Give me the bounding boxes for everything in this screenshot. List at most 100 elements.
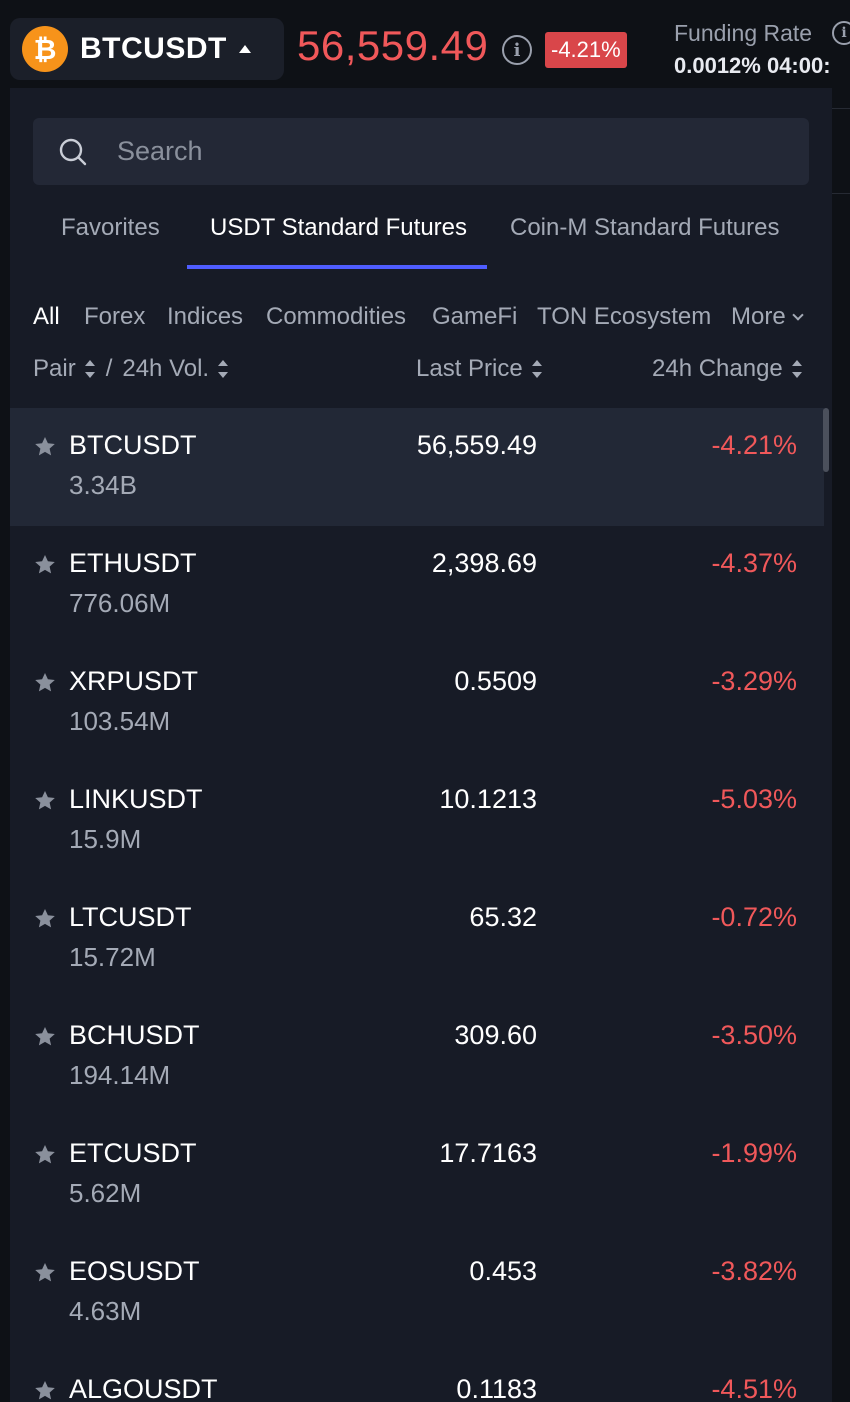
caret-up-icon — [238, 45, 251, 53]
table-row[interactable]: LINKUSDT 15.9M 10.1213 -5.03% — [10, 762, 824, 880]
column-volume-label: 24h Vol. — [122, 355, 210, 382]
pair-last-price: 17.7163 — [439, 1138, 537, 1168]
pair-change: -3.50% — [711, 1020, 797, 1050]
star-icon[interactable] — [33, 907, 57, 931]
pair-change: -5.03% — [711, 784, 797, 814]
category-all[interactable]: All — [33, 303, 60, 330]
column-headers: Pair / 24h Vol. Last Price 24h Change — [10, 350, 832, 390]
pair-volume: 15.72M — [69, 942, 156, 972]
pair-last-price: 0.453 — [469, 1256, 537, 1286]
sort-24h-change-header[interactable]: 24h Change — [652, 355, 803, 383]
category-commodities[interactable]: Commodities — [266, 303, 407, 330]
pair-change: -4.21% — [711, 430, 797, 460]
category-indices[interactable]: Indices — [167, 303, 244, 330]
pair-change: -4.37% — [711, 548, 797, 578]
tab-coin-m-standard-futures[interactable]: Coin-M Standard Futures — [510, 214, 780, 241]
pair-change: -0.72% — [711, 902, 797, 932]
pair-list: BTCUSDT 3.34B 56,559.49 -4.21% ETHUSDT 7… — [10, 408, 824, 1402]
sort-icon — [217, 360, 229, 378]
market-header: ₿ BTCUSDT 56,559.49 i -4.21% Funding Rat… — [0, 0, 850, 88]
category-more-label: More — [731, 303, 786, 330]
current-pair-name: BTCUSDT — [80, 32, 227, 65]
pair-selector-button[interactable]: ₿ BTCUSDT — [10, 18, 284, 80]
pair-change: -3.29% — [711, 666, 797, 696]
pair-symbol: BCHUSDT — [69, 1020, 200, 1050]
category-filters: All Forex Indices Commodities GameFi TON… — [10, 298, 832, 338]
sort-pair-volume-header[interactable]: Pair / 24h Vol. — [33, 355, 229, 383]
divider — [832, 193, 850, 194]
pair-volume: 4.63M — [69, 1296, 142, 1326]
pair-volume: 3.34B — [69, 470, 137, 500]
pair-last-price: 10.1213 — [439, 784, 537, 814]
table-row[interactable]: LTCUSDT 15.72M 65.32 -0.72% — [10, 880, 824, 998]
pair-symbol: BTCUSDT — [69, 430, 197, 460]
info-icon[interactable]: i — [502, 35, 532, 65]
pair-symbol: EOSUSDT — [69, 1256, 200, 1286]
search-icon — [59, 138, 87, 166]
table-row[interactable]: BCHUSDT 194.14M 309.60 -3.50% — [10, 998, 824, 1116]
star-icon[interactable] — [33, 789, 57, 813]
star-icon[interactable] — [33, 1379, 57, 1402]
bitcoin-logo-icon: ₿ — [22, 26, 68, 72]
column-change-label: 24h Change — [652, 355, 783, 382]
chart-background-strip — [832, 88, 850, 1402]
search-input[interactable] — [115, 118, 795, 185]
star-icon[interactable] — [33, 1143, 57, 1167]
pair-volume: 15.9M — [69, 824, 142, 854]
category-ton-ecosystem[interactable]: TON Ecosystem — [537, 303, 712, 330]
tab-usdt-standard-futures[interactable]: USDT Standard Futures — [210, 214, 468, 241]
pair-last-price: 0.5509 — [454, 666, 537, 696]
pair-volume: 5.62M — [69, 1178, 142, 1208]
pair-last-price: 0.1183 — [456, 1374, 537, 1402]
list-scrollbar[interactable] — [823, 408, 829, 472]
tab-favorites[interactable]: Favorites — [61, 214, 160, 241]
table-row[interactable]: ETCUSDT 5.62M 17.7163 -1.99% — [10, 1116, 824, 1234]
table-row[interactable]: ALGOUSDT 0.1183 -4.51% — [10, 1352, 824, 1402]
pair-symbol: ALGOUSDT — [69, 1374, 218, 1402]
category-forex[interactable]: Forex — [84, 303, 146, 330]
pair-last-price: 56,559.49 — [416, 430, 537, 460]
sort-icon — [84, 360, 96, 378]
column-pair-label: Pair — [33, 355, 76, 382]
search-box[interactable] — [33, 118, 809, 185]
table-row[interactable]: BTCUSDT 3.34B 56,559.49 -4.21% — [10, 408, 824, 526]
sort-last-price-header[interactable]: Last Price — [416, 355, 543, 383]
header-last-price: 56,559.49 — [297, 22, 489, 69]
divider — [832, 108, 850, 109]
category-gamefi[interactable]: GameFi — [432, 303, 518, 330]
funding-rate-label: Funding Rate — [674, 20, 813, 46]
pair-last-price: 309.60 — [454, 1020, 537, 1050]
pair-dropdown-panel: Favorites USDT Standard Futures Coin-M S… — [10, 88, 832, 1402]
pair-volume: 776.06M — [69, 588, 171, 618]
sort-icon — [531, 360, 543, 378]
funding-info-icon[interactable]: i — [832, 21, 850, 45]
pair-volume: 194.14M — [69, 1060, 171, 1090]
pair-volume: 103.54M — [69, 706, 171, 736]
pair-symbol: ETCUSDT — [69, 1138, 197, 1168]
star-icon[interactable] — [33, 553, 57, 577]
star-icon[interactable] — [33, 435, 57, 459]
category-more[interactable]: More — [731, 303, 804, 331]
column-last-price-label: Last Price — [416, 355, 523, 382]
pair-change: -1.99% — [711, 1138, 797, 1168]
table-row[interactable]: EOSUSDT 4.63M 0.453 -3.82% — [10, 1234, 824, 1352]
table-row[interactable]: ETHUSDT 776.06M 2,398.69 -4.37% — [10, 526, 824, 644]
pair-change: -4.51% — [711, 1374, 797, 1402]
sort-icon — [791, 360, 803, 378]
active-tab-indicator — [187, 265, 487, 269]
funding-rate-value: 0.0012% 04:00: — [674, 53, 831, 78]
star-icon[interactable] — [33, 1025, 57, 1049]
market-tabs: Favorites USDT Standard Futures Coin-M S… — [10, 198, 832, 270]
column-separator: / — [105, 355, 113, 382]
table-row[interactable]: XRPUSDT 103.54M 0.5509 -3.29% — [10, 644, 824, 762]
pair-change: -3.82% — [711, 1256, 797, 1286]
pair-symbol: ETHUSDT — [69, 548, 197, 578]
pair-symbol: LINKUSDT — [69, 784, 203, 814]
pair-last-price: 65.32 — [469, 902, 537, 932]
star-icon[interactable] — [33, 671, 57, 695]
pair-symbol: LTCUSDT — [69, 902, 192, 932]
header-change-badge: -4.21% — [545, 32, 627, 68]
star-icon[interactable] — [33, 1261, 57, 1285]
chevron-down-icon — [792, 309, 804, 321]
pair-symbol: XRPUSDT — [69, 666, 199, 696]
